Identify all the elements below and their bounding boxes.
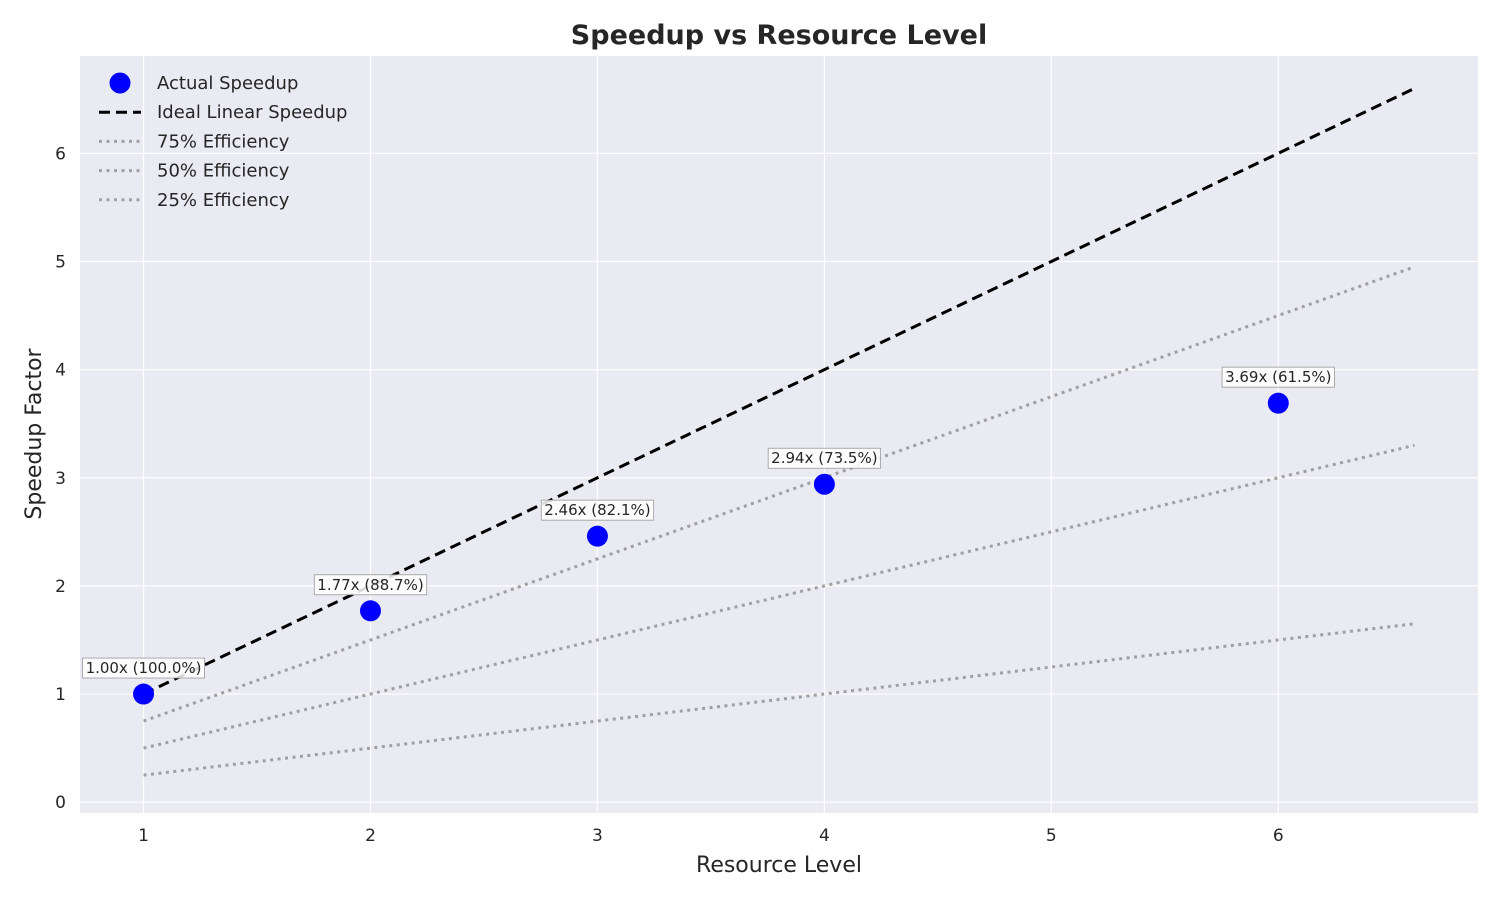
legend-item: 50% Efficiency bbox=[99, 161, 290, 182]
scatter-point bbox=[813, 473, 835, 495]
point-label-box bbox=[313, 574, 428, 596]
y-axis-label: Speedup Factor bbox=[22, 347, 47, 519]
x-tick-label: 2 bbox=[365, 826, 376, 846]
point-label-text: 2.94x (73.5%) bbox=[771, 449, 877, 467]
x-tick-label: 3 bbox=[592, 826, 603, 846]
legend: Actual Speedup Ideal Linear Speedup 75% Ef… bbox=[99, 72, 348, 211]
point-label: 1.77x (88.7%) bbox=[313, 574, 428, 596]
point-label-text: 1.00x (100.0%) bbox=[86, 659, 202, 677]
series-line bbox=[142, 87, 1416, 696]
y-tick-label: 4 bbox=[55, 361, 66, 381]
series-line bbox=[143, 443, 1415, 750]
point-label: 1.00x (100.0%) bbox=[82, 657, 205, 679]
reference-lines bbox=[142, 87, 1416, 777]
point-label-box bbox=[1221, 366, 1335, 388]
legend-label: 50% Efficiency bbox=[157, 161, 290, 182]
series-line bbox=[143, 622, 1415, 777]
y-tick-label: 2 bbox=[55, 577, 66, 597]
point-label-text: 3.69x (61.5%) bbox=[1225, 368, 1331, 386]
x-tick-label: 5 bbox=[1046, 826, 1057, 846]
legend-label: 75% Efficiency bbox=[157, 131, 290, 152]
legend-marker bbox=[109, 72, 131, 94]
y-tick-label: 1 bbox=[55, 685, 66, 705]
x-tick-label: 4 bbox=[819, 826, 830, 846]
point-label-box bbox=[767, 447, 881, 469]
x-tick-label: 6 bbox=[1273, 826, 1284, 846]
point-label: 2.94x (73.5%) bbox=[767, 447, 881, 469]
point-label-box bbox=[82, 657, 205, 679]
point-label: 3.69x (61.5%) bbox=[1221, 366, 1335, 388]
point-label: 2.46x (82.1%) bbox=[540, 499, 655, 521]
scatter-point bbox=[359, 600, 381, 622]
point-label-text: 1.77x (88.7%) bbox=[317, 576, 423, 594]
x-axis-label: Resource Level bbox=[696, 853, 862, 878]
plot-area bbox=[80, 56, 1478, 813]
scatter-point bbox=[133, 683, 155, 705]
legend-item: Actual Speedup bbox=[109, 72, 298, 94]
legend-item: 25% Efficiency bbox=[99, 190, 290, 211]
point-annotations: 1.00x (100.0%) 1.77x (88.7%) 2.46x (82.1%)… bbox=[82, 366, 1335, 679]
legend-label: Ideal Linear Speedup bbox=[157, 102, 348, 123]
legend-item: 75% Efficiency bbox=[99, 131, 290, 152]
x-axis-ticks: 1 2 3 4 5 6 bbox=[138, 826, 1284, 846]
legend-item: Ideal Linear Speedup bbox=[99, 102, 348, 123]
scatter-point bbox=[1267, 392, 1289, 414]
x-tick-label: 1 bbox=[138, 826, 149, 846]
point-label-box bbox=[540, 499, 655, 521]
scatter-point bbox=[586, 525, 608, 547]
legend-label: Actual Speedup bbox=[157, 73, 298, 94]
y-axis-ticks: 0 1 2 3 4 5 6 bbox=[55, 144, 66, 813]
y-tick-label: 6 bbox=[55, 144, 66, 164]
point-label-text: 2.46x (82.1%) bbox=[544, 501, 650, 519]
data-points bbox=[133, 392, 1289, 705]
y-tick-label: 3 bbox=[55, 469, 66, 489]
gridlines bbox=[80, 56, 1478, 813]
chart-title: Speedup vs Resource Level bbox=[571, 20, 987, 51]
y-tick-label: 0 bbox=[55, 793, 66, 813]
legend-label: 25% Efficiency bbox=[157, 190, 290, 211]
y-tick-label: 5 bbox=[55, 252, 66, 272]
